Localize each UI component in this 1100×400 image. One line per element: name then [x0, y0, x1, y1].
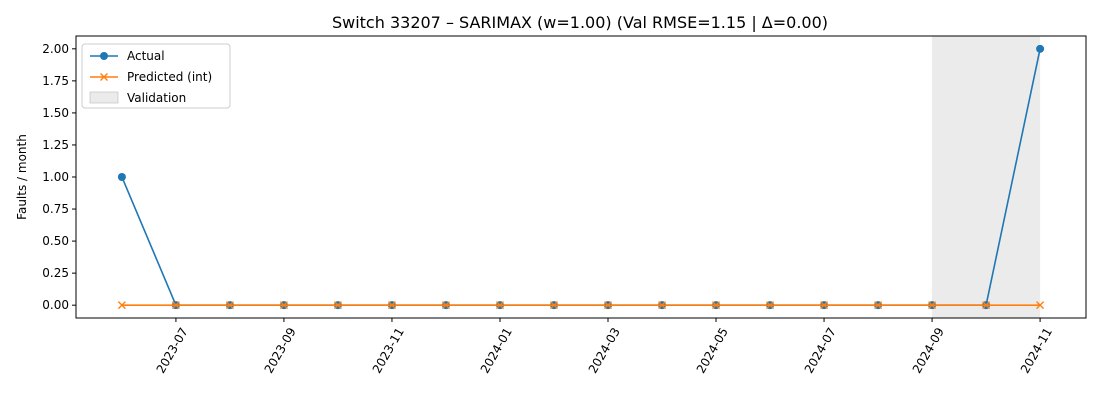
data-point [712, 301, 721, 310]
data-point [117, 301, 126, 310]
data-point [928, 301, 937, 310]
legend-item: Predicted (int) [90, 70, 212, 84]
validation-region-layer [932, 36, 1041, 318]
data-point [1036, 44, 1045, 53]
data-point [117, 173, 126, 181]
data-point [766, 301, 775, 310]
x-tick-label: 2023-07 [154, 325, 191, 375]
x-tick-label: 2024-03 [586, 325, 623, 375]
y-tick-label: 1.50 [42, 106, 69, 120]
x-tick-label: 2023-09 [262, 325, 299, 375]
legend-item: Validation [89, 91, 186, 105]
y-tick-label: 1.75 [42, 74, 69, 88]
data-point [658, 301, 667, 310]
data-point [495, 301, 504, 310]
legend: Actual Predicted (int) Validation [81, 43, 231, 109]
x-tick-label: 2024-01 [478, 325, 515, 375]
data-point [982, 301, 991, 310]
data-point [279, 301, 288, 310]
data-point [550, 301, 558, 310]
y-axis-label: Faults / month [15, 134, 29, 220]
y-axis: 0.00 0.25 0.50 0.75 1.00 1.25 1.50 1.75 2.00 [42, 42, 76, 312]
legend-marker [100, 73, 108, 81]
y-tick-label: 0.00 [42, 298, 69, 312]
data-point [387, 301, 396, 310]
legend-label: Actual [127, 49, 165, 63]
data-point [333, 301, 342, 310]
chart-title: Switch 33207 – SARIMAX (w=1.00) (Val RMS… [332, 13, 828, 32]
series-actual [117, 44, 1045, 310]
legend-label: Predicted (int) [127, 70, 212, 84]
legend-item: Actual [90, 49, 165, 63]
x-tick-label: 2023-11 [370, 325, 407, 375]
legend-patch [89, 91, 119, 104]
data-point [441, 301, 450, 310]
series-line [121, 48, 1041, 306]
data-point [820, 301, 829, 310]
data-point [171, 301, 180, 310]
y-tick-label: 2.00 [42, 42, 69, 56]
data-point [604, 301, 612, 310]
y-tick-label: 1.00 [42, 170, 69, 184]
legend-label: Validation [127, 91, 186, 105]
data-point [874, 301, 883, 310]
legend-box [81, 43, 231, 109]
y-tick-label: 0.75 [42, 202, 69, 216]
y-tick-label: 0.25 [42, 266, 69, 280]
data-point [225, 301, 234, 310]
y-tick-label: 0.50 [42, 234, 69, 248]
series-layer [117, 44, 1045, 310]
y-tick-label: 1.25 [42, 138, 69, 152]
x-tick-label: 2024-05 [694, 325, 731, 375]
x-axis: 2023-07 2023-09 2023-11 2024-01 2024-03 2024-… [154, 318, 1055, 376]
validation-region [932, 36, 1041, 318]
legend-marker [100, 52, 108, 60]
x-tick-label: 2024-09 [910, 325, 947, 375]
x-tick-label: 2024-11 [1018, 325, 1055, 375]
series-predicted [117, 301, 1045, 310]
data-point [1036, 301, 1045, 310]
x-tick-label: 2024-07 [802, 325, 839, 375]
